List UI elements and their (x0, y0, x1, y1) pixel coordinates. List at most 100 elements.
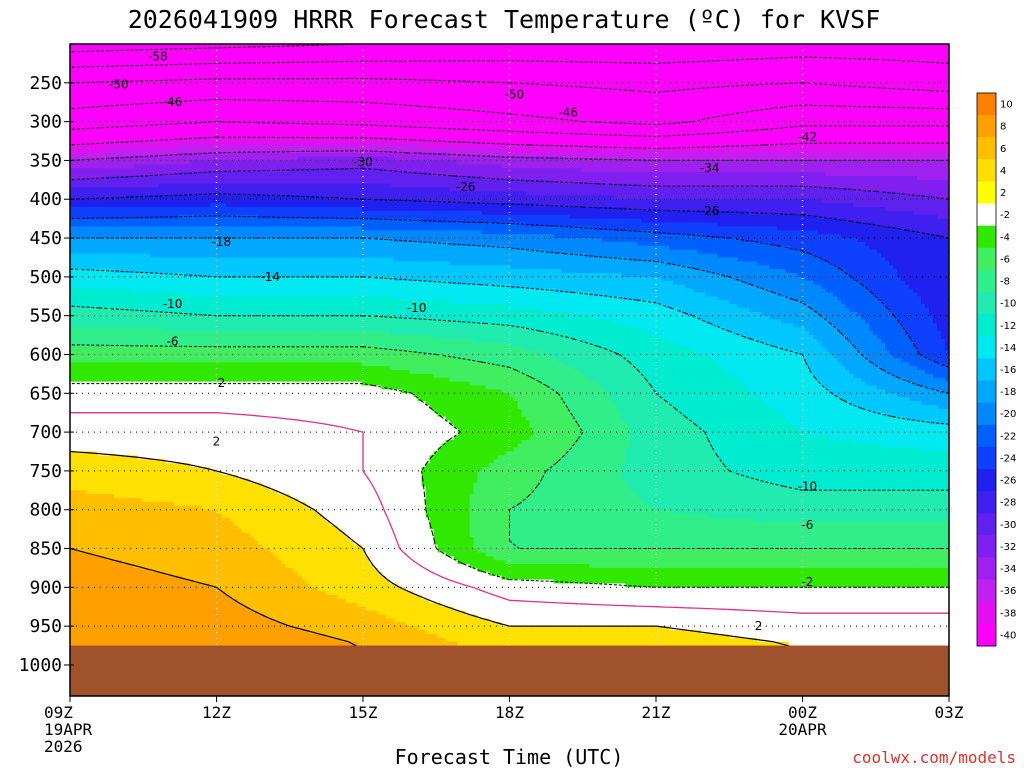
heatmap-cell (94, 479, 99, 483)
heatmap-cell (78, 250, 83, 254)
heatmap-cell (78, 323, 83, 327)
heatmap-cell (90, 180, 95, 184)
heatmap-cell (86, 397, 91, 401)
heatmap-cell (86, 223, 91, 227)
heatmap-cell (74, 486, 79, 490)
heatmap-cell (98, 246, 103, 250)
heatmap-cell (78, 618, 83, 622)
heatmap-cell (90, 149, 95, 153)
heatmap-cell (82, 300, 87, 304)
heatmap-cell (102, 211, 107, 215)
heatmap-cell (90, 514, 95, 518)
heatmap-cell (86, 401, 91, 405)
heatmap-cell (86, 141, 91, 145)
heatmap-cell (86, 296, 91, 300)
heatmap-cell (98, 455, 103, 459)
heatmap-cell (78, 327, 83, 331)
heatmap-cell (86, 486, 91, 490)
heatmap-cell (78, 521, 83, 525)
heatmap-cell (102, 164, 107, 168)
heatmap-cell (74, 618, 79, 622)
heatmap-cell (78, 389, 83, 393)
heatmap-cell (90, 420, 95, 424)
heatmap-cell (94, 347, 99, 351)
heatmap-cell (94, 630, 99, 634)
heatmap-cell (86, 323, 91, 327)
heatmap-cell (98, 459, 103, 463)
heatmap-cell (82, 331, 87, 335)
heatmap-cell (98, 83, 103, 87)
heatmap-cell (74, 122, 79, 126)
heatmap-cell (86, 436, 91, 440)
heatmap-cell (90, 254, 95, 258)
heatmap-cell (90, 327, 95, 331)
heatmap-cell (86, 475, 91, 479)
heatmap-cell (82, 595, 87, 599)
heatmap-cell (86, 71, 91, 75)
heatmap-cell (78, 545, 83, 549)
heatmap-cell (98, 525, 103, 529)
heatmap-cell (90, 479, 95, 483)
heatmap-cell (94, 366, 99, 370)
heatmap-cell (94, 254, 99, 258)
heatmap-cell (78, 622, 83, 626)
heatmap-cell (86, 420, 91, 424)
heatmap-cell (78, 463, 83, 467)
heatmap-cell (86, 413, 91, 417)
heatmap-cell (78, 444, 83, 448)
heatmap-cell (98, 226, 103, 230)
heatmap-cell (82, 164, 87, 168)
heatmap-cell (82, 626, 87, 630)
heatmap-cell (102, 203, 107, 207)
heatmap-cell (82, 618, 87, 622)
heatmap-cell (82, 203, 87, 207)
heatmap-cell (74, 56, 79, 60)
heatmap-cell (82, 642, 87, 646)
heatmap-cell (74, 153, 79, 157)
heatmap-cell (94, 611, 99, 615)
heatmap-cell (74, 517, 79, 521)
heatmap-cell (90, 510, 95, 514)
heatmap-cell (78, 603, 83, 607)
heatmap-cell (86, 587, 91, 591)
heatmap-cell (94, 60, 99, 64)
heatmap-cell (86, 250, 91, 254)
heatmap-cell (86, 199, 91, 203)
heatmap-cell (90, 75, 95, 79)
heatmap-cell (90, 133, 95, 137)
heatmap-cell (78, 525, 83, 529)
heatmap-cell (82, 320, 87, 324)
heatmap-cell (74, 432, 79, 436)
heatmap-cell (82, 257, 87, 261)
heatmap-cell (98, 401, 103, 405)
heatmap-cell (94, 529, 99, 533)
heatmap-cell (74, 261, 79, 265)
heatmap-cell (90, 471, 95, 475)
heatmap-cell (82, 289, 87, 293)
heatmap-cell (74, 347, 79, 351)
heatmap-cell (86, 638, 91, 642)
heatmap-cell (94, 327, 99, 331)
heatmap-cell (74, 471, 79, 475)
heatmap-cell (98, 448, 103, 452)
heatmap-cell (94, 48, 99, 52)
heatmap-cell (98, 634, 103, 638)
heatmap-cell (74, 71, 79, 75)
heatmap-cell (74, 160, 79, 164)
heatmap-cell (102, 122, 107, 126)
heatmap-cell (90, 580, 95, 584)
heatmap-cell (78, 149, 83, 153)
heatmap-cell (82, 94, 87, 98)
heatmap-cell (78, 560, 83, 564)
heatmap-cell (98, 207, 103, 211)
heatmap-cell (86, 230, 91, 234)
heatmap-cell (78, 599, 83, 603)
heatmap-cell (102, 219, 107, 223)
heatmap-cell (82, 378, 87, 382)
heatmap-cell (98, 576, 103, 580)
heatmap-cell (82, 316, 87, 320)
heatmap-cell (90, 490, 95, 494)
heatmap-cell (78, 312, 83, 316)
heatmap-cell (86, 444, 91, 448)
heatmap-cell (86, 510, 91, 514)
